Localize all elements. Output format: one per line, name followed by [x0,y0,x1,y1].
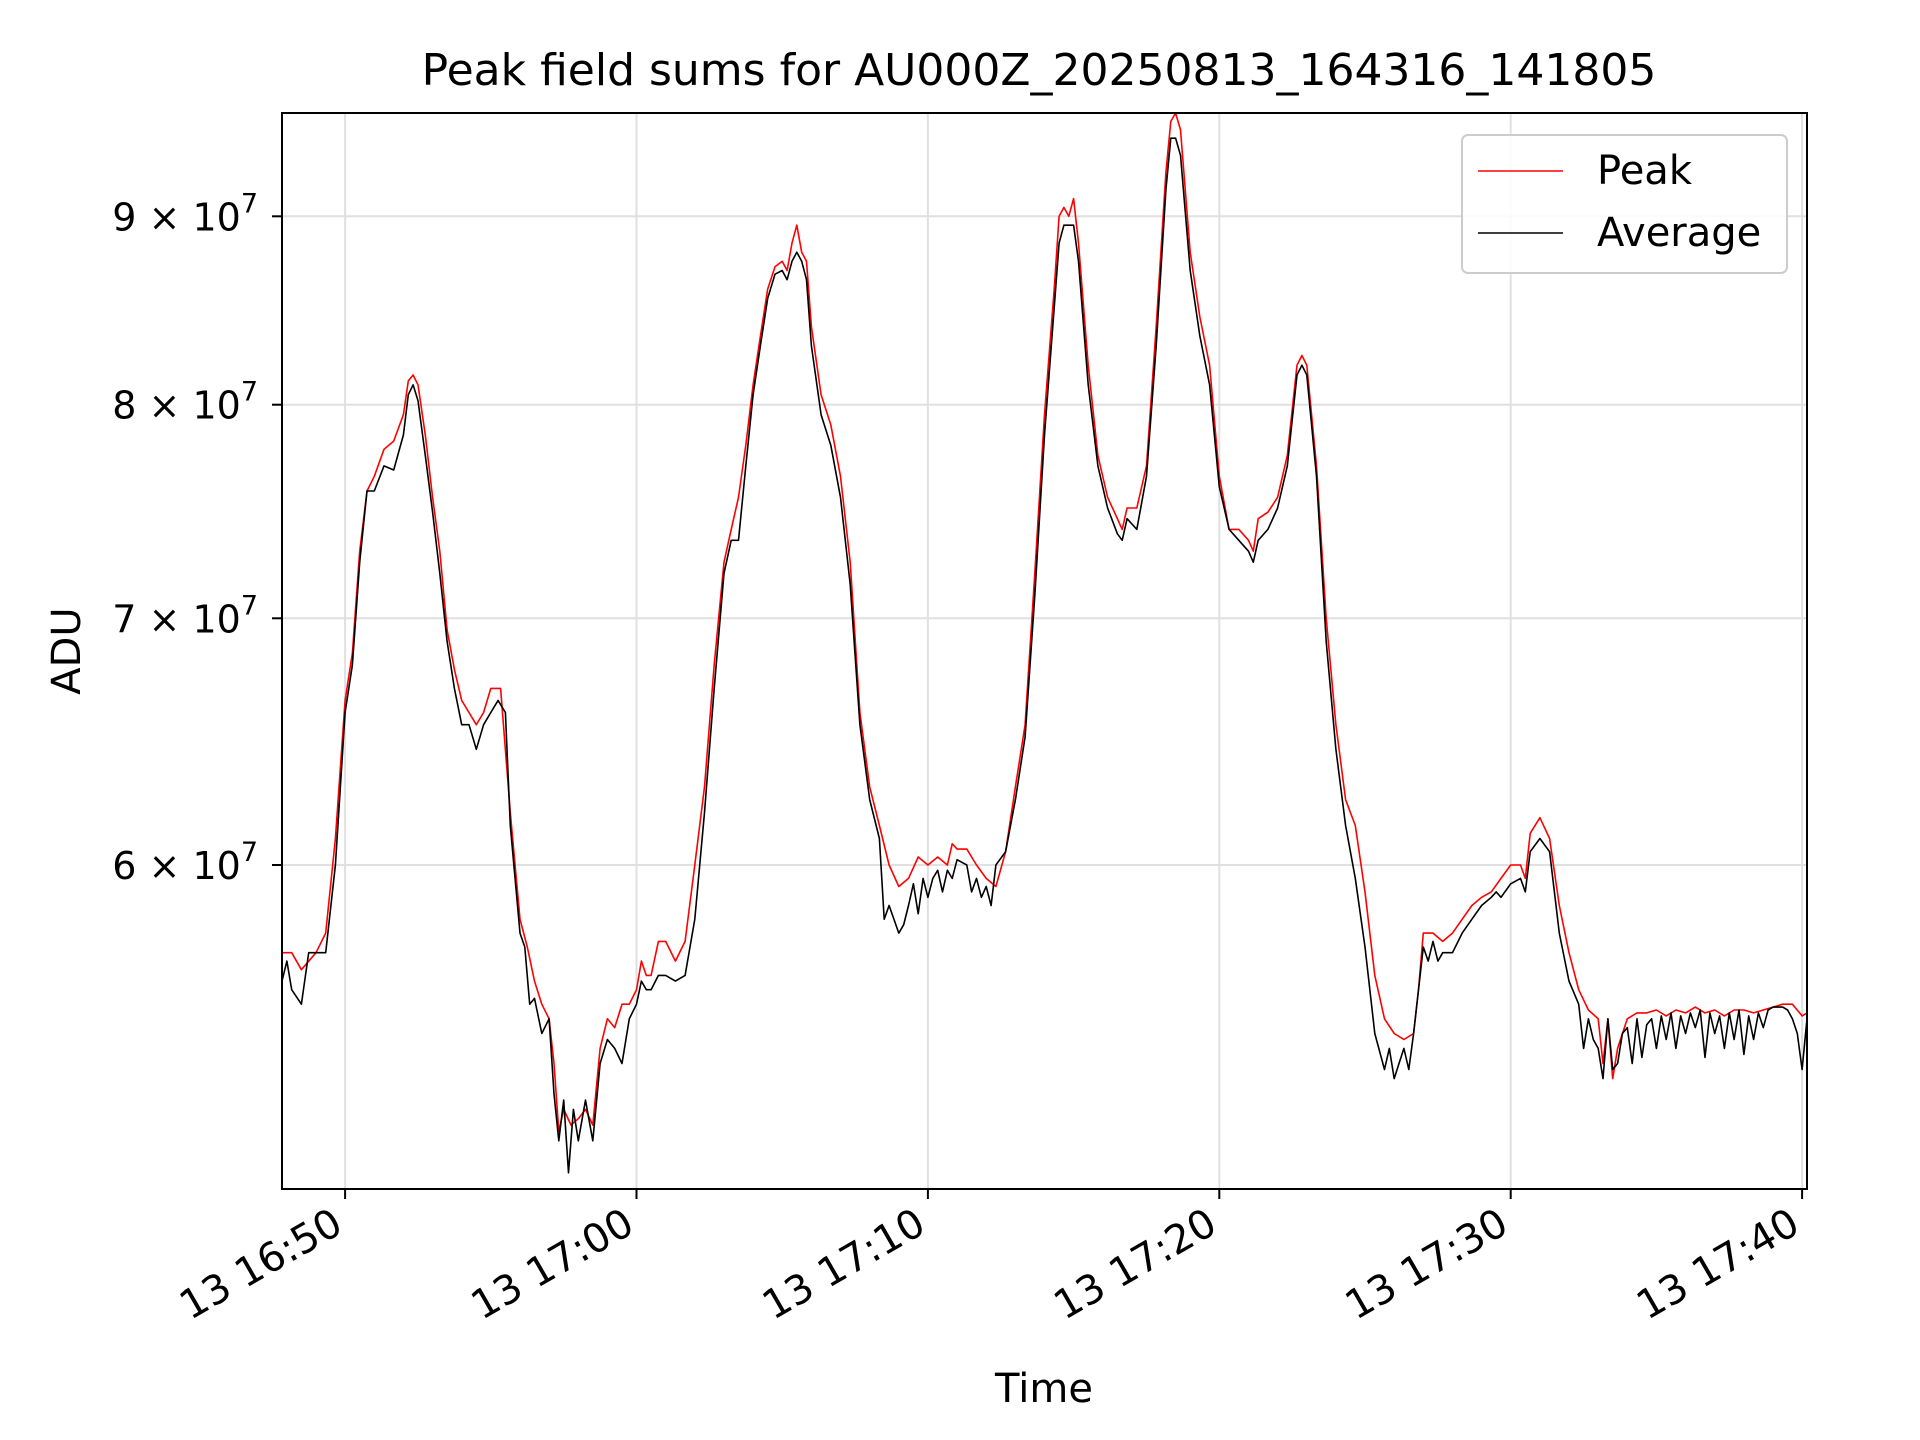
plot-lines [282,113,1807,1174]
svg-text:7 × 107: 7 × 107 [112,590,258,641]
legend: Peak Average [1461,134,1788,274]
x-axis-label: Time [994,1366,1093,1412]
y-tick-label: 9 × 107 [112,188,258,239]
legend-box [1461,134,1788,274]
svg-text:8 × 107: 8 × 107 [112,377,258,428]
legend-label-average: Average [1597,210,1761,256]
series-line-average [282,137,1807,1174]
y-tick-label: 6 × 107 [112,837,258,888]
y-axis: 6 × 107 7 × 107 8 × 107 9 × 107 [112,188,282,888]
y-axis-label: ADU [44,607,90,694]
chart-title: Peak field sums for AU000Z_20250813_1643… [422,45,1657,96]
svg-text:9 × 107: 9 × 107 [112,188,258,239]
plot-area-frame [281,112,1808,1190]
y-tick-label: 8 × 107 [112,377,258,428]
svg-text:6 × 107: 6 × 107 [112,837,258,888]
series-line-peak [282,113,1807,1133]
legend-label-peak: Peak [1597,148,1693,194]
y-tick-label: 7 × 107 [112,590,258,641]
